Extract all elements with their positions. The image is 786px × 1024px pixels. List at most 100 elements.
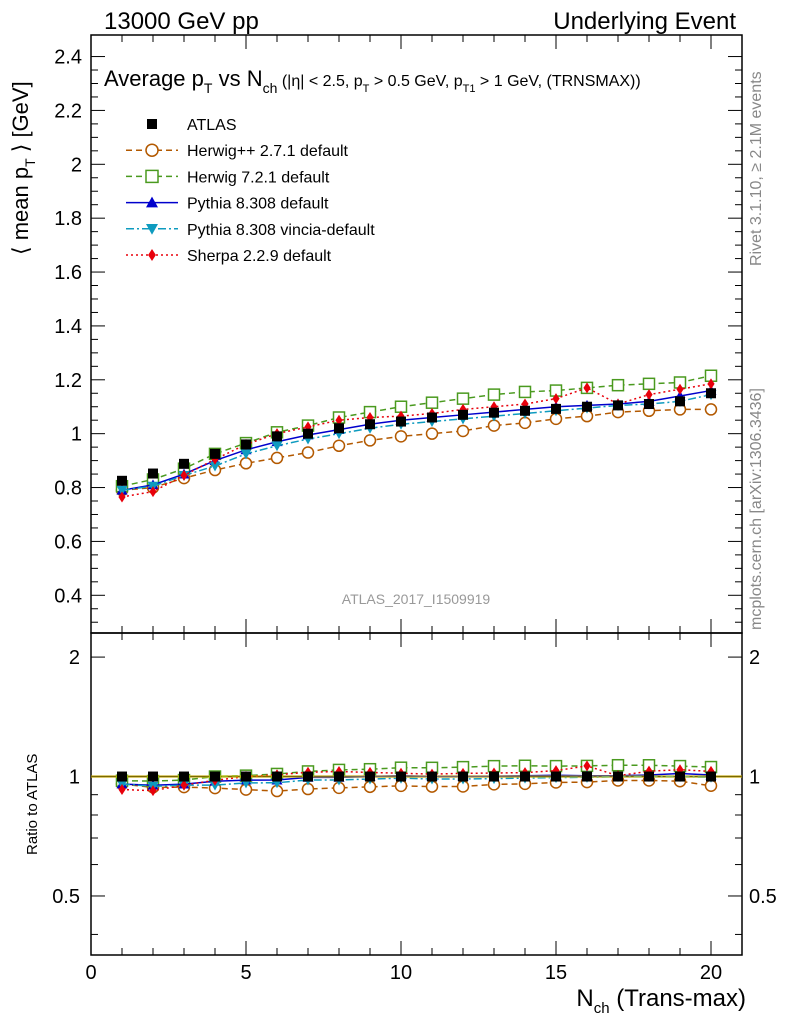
- point-atlas: [303, 428, 313, 439]
- axis-ticks: 0 5 10 15 20 0.4 0.6 0.8 1 1.2 1.4 1.6 1.8 2 2.2 2.4 0.5…: [52, 35, 777, 984]
- point-atlas: [520, 405, 530, 416]
- legend: ATLAS Herwig++ 2.7.1 default Herwig 7.2.1 …: [126, 117, 375, 265]
- ratio-point-atlas: [241, 771, 251, 782]
- y-tick-label: 1: [71, 424, 82, 446]
- y-tick-label: 0.4: [54, 585, 82, 607]
- point-herwig-2-7-1-default: [394, 430, 408, 443]
- legend-label-sherpa-2-2-9-default: Sherpa 2.2.9 default: [187, 248, 332, 265]
- point-sherpa-2-2-9-default: [211, 453, 219, 465]
- point-atlas: [117, 475, 127, 486]
- ratio-line-sherpa-2-2-9-default: [121, 765, 712, 792]
- ratio-point-atlas: [427, 771, 437, 782]
- ratio-point-herwig-7-2-1-default: [611, 758, 625, 772]
- analysis-watermark: ATLAS_2017_I1509919: [342, 591, 491, 607]
- point-sherpa-2-2-9-default: [707, 378, 715, 390]
- ratio-point-atlas: [458, 771, 468, 782]
- y-tick-label: 1.2: [54, 370, 82, 392]
- ratio-point-atlas: [117, 771, 127, 782]
- point-atlas: [458, 409, 468, 420]
- main-series-layer: [115, 369, 718, 503]
- ratio-point-atlas: [272, 771, 282, 782]
- point-sherpa-2-2-9-default: [149, 486, 157, 498]
- ratio-point-atlas: [148, 771, 158, 782]
- ratio-point-atlas: [365, 771, 375, 782]
- point-pythia-8-308-vincia-default: [240, 449, 252, 460]
- ratio-point-atlas: [675, 771, 685, 782]
- point-atlas: [551, 403, 561, 414]
- point-herwig-2-7-1-default: [487, 419, 501, 432]
- ratio-point-atlas: [396, 771, 406, 782]
- legend-label-herwig-7-2-1-default: Herwig 7.2.1 default: [187, 169, 330, 186]
- ratio-point-atlas: [582, 771, 592, 782]
- y-tick-label: 1.4: [54, 316, 82, 338]
- ratio-panel-frame: [90, 632, 743, 956]
- point-herwig-2-7-1-default: [456, 424, 470, 438]
- point-pythia-8-308-vincia-default: [116, 485, 128, 496]
- ratio-point-atlas: [489, 771, 499, 782]
- x-tick-label: 15: [545, 962, 567, 984]
- legend-marker-herwig-7-2-1-default: [145, 169, 159, 184]
- point-atlas: [613, 400, 623, 411]
- ratio-point-sherpa-2-2-9-default: [180, 779, 188, 791]
- ratio-y-tick-label: 1: [69, 767, 80, 789]
- ratio-point-atlas: [210, 771, 220, 782]
- ratio-point-atlas: [551, 771, 561, 782]
- ratio-point-atlas: [303, 771, 313, 782]
- point-atlas: [396, 416, 406, 427]
- ratio-point-atlas: [179, 771, 189, 782]
- y-tick-label: 2.2: [54, 100, 82, 122]
- point-sherpa-2-2-9-default: [583, 382, 591, 394]
- point-herwig-2-7-1-default: [301, 446, 315, 459]
- ratio-series-layer: [91, 758, 742, 798]
- y-tick-label: 0.8: [54, 478, 82, 500]
- point-sherpa-2-2-9-default: [118, 491, 126, 503]
- ratio-point-atlas: [644, 771, 654, 782]
- x-tick-label: 10: [390, 962, 412, 984]
- plot-title: Average pT vs Nch (|η| < 2.5, pT > 0.5 G…: [104, 66, 641, 96]
- header-right: Underlying Event: [553, 8, 736, 35]
- point-atlas: [179, 458, 189, 469]
- ratio-point-atlas: [520, 771, 530, 782]
- ratio-point-sherpa-2-2-9-default: [118, 784, 126, 796]
- point-atlas: [272, 431, 282, 442]
- point-herwig-7-2-1-default: [425, 396, 439, 409]
- point-sherpa-2-2-9-default: [645, 389, 653, 401]
- legend-marker-atlas: [147, 119, 157, 129]
- legend-marker-pythia-8-308-default: [146, 196, 158, 208]
- point-atlas: [582, 401, 592, 412]
- y-axis-label-ratio: Ratio to ATLAS: [24, 754, 41, 855]
- ratio-point-sherpa-2-2-9-default: [583, 760, 591, 772]
- point-atlas: [365, 419, 375, 430]
- point-atlas: [148, 468, 158, 479]
- rivet-version-label: Rivet 3.1.10, ≥ 2.1M events: [748, 71, 765, 266]
- ratio-y-tick-label: 0.5: [52, 886, 80, 908]
- point-herwig-7-2-1-default: [456, 392, 470, 405]
- legend-label-pythia-8-308-vincia-default: Pythia 8.308 vincia-default: [187, 222, 375, 239]
- point-herwig-2-7-1-default: [239, 457, 253, 470]
- series-line-pythia-8-308-vincia-default: [121, 393, 712, 491]
- legend-marker-sherpa-2-2-9-default: [148, 249, 156, 261]
- legend-label-atlas: ATLAS: [187, 117, 237, 134]
- point-herwig-2-7-1-default: [518, 416, 532, 430]
- point-sherpa-2-2-9-default: [335, 414, 343, 426]
- mcplots-label: mcplots.cern.ch [arXiv:1306.3436]: [748, 388, 765, 630]
- ratio-point-atlas: [706, 771, 716, 782]
- point-atlas: [241, 439, 251, 450]
- ratio-point-sherpa-2-2-9-default: [149, 785, 157, 797]
- header-left: 13000 GeV pp: [104, 8, 259, 35]
- point-herwig-2-7-1-default: [332, 439, 346, 453]
- y-tick-label: 1.6: [54, 262, 82, 284]
- y-tick-label: 0.6: [54, 531, 82, 553]
- point-herwig-2-7-1-default: [704, 403, 718, 416]
- legend-marker-pythia-8-308-vincia-default: [146, 224, 158, 235]
- point-herwig-2-7-1-default: [270, 451, 284, 465]
- point-herwig-7-2-1-default: [394, 400, 408, 413]
- point-herwig-2-7-1-default: [425, 427, 439, 440]
- point-sherpa-2-2-9-default: [676, 383, 684, 395]
- ratio-y-tick-label-right: 0.5: [749, 886, 777, 908]
- point-herwig-7-2-1-default: [518, 385, 532, 399]
- legend-label-pythia-8-308-default: Pythia 8.308 default: [187, 196, 329, 213]
- point-atlas: [210, 448, 220, 459]
- y-tick-label: 2.4: [54, 47, 82, 69]
